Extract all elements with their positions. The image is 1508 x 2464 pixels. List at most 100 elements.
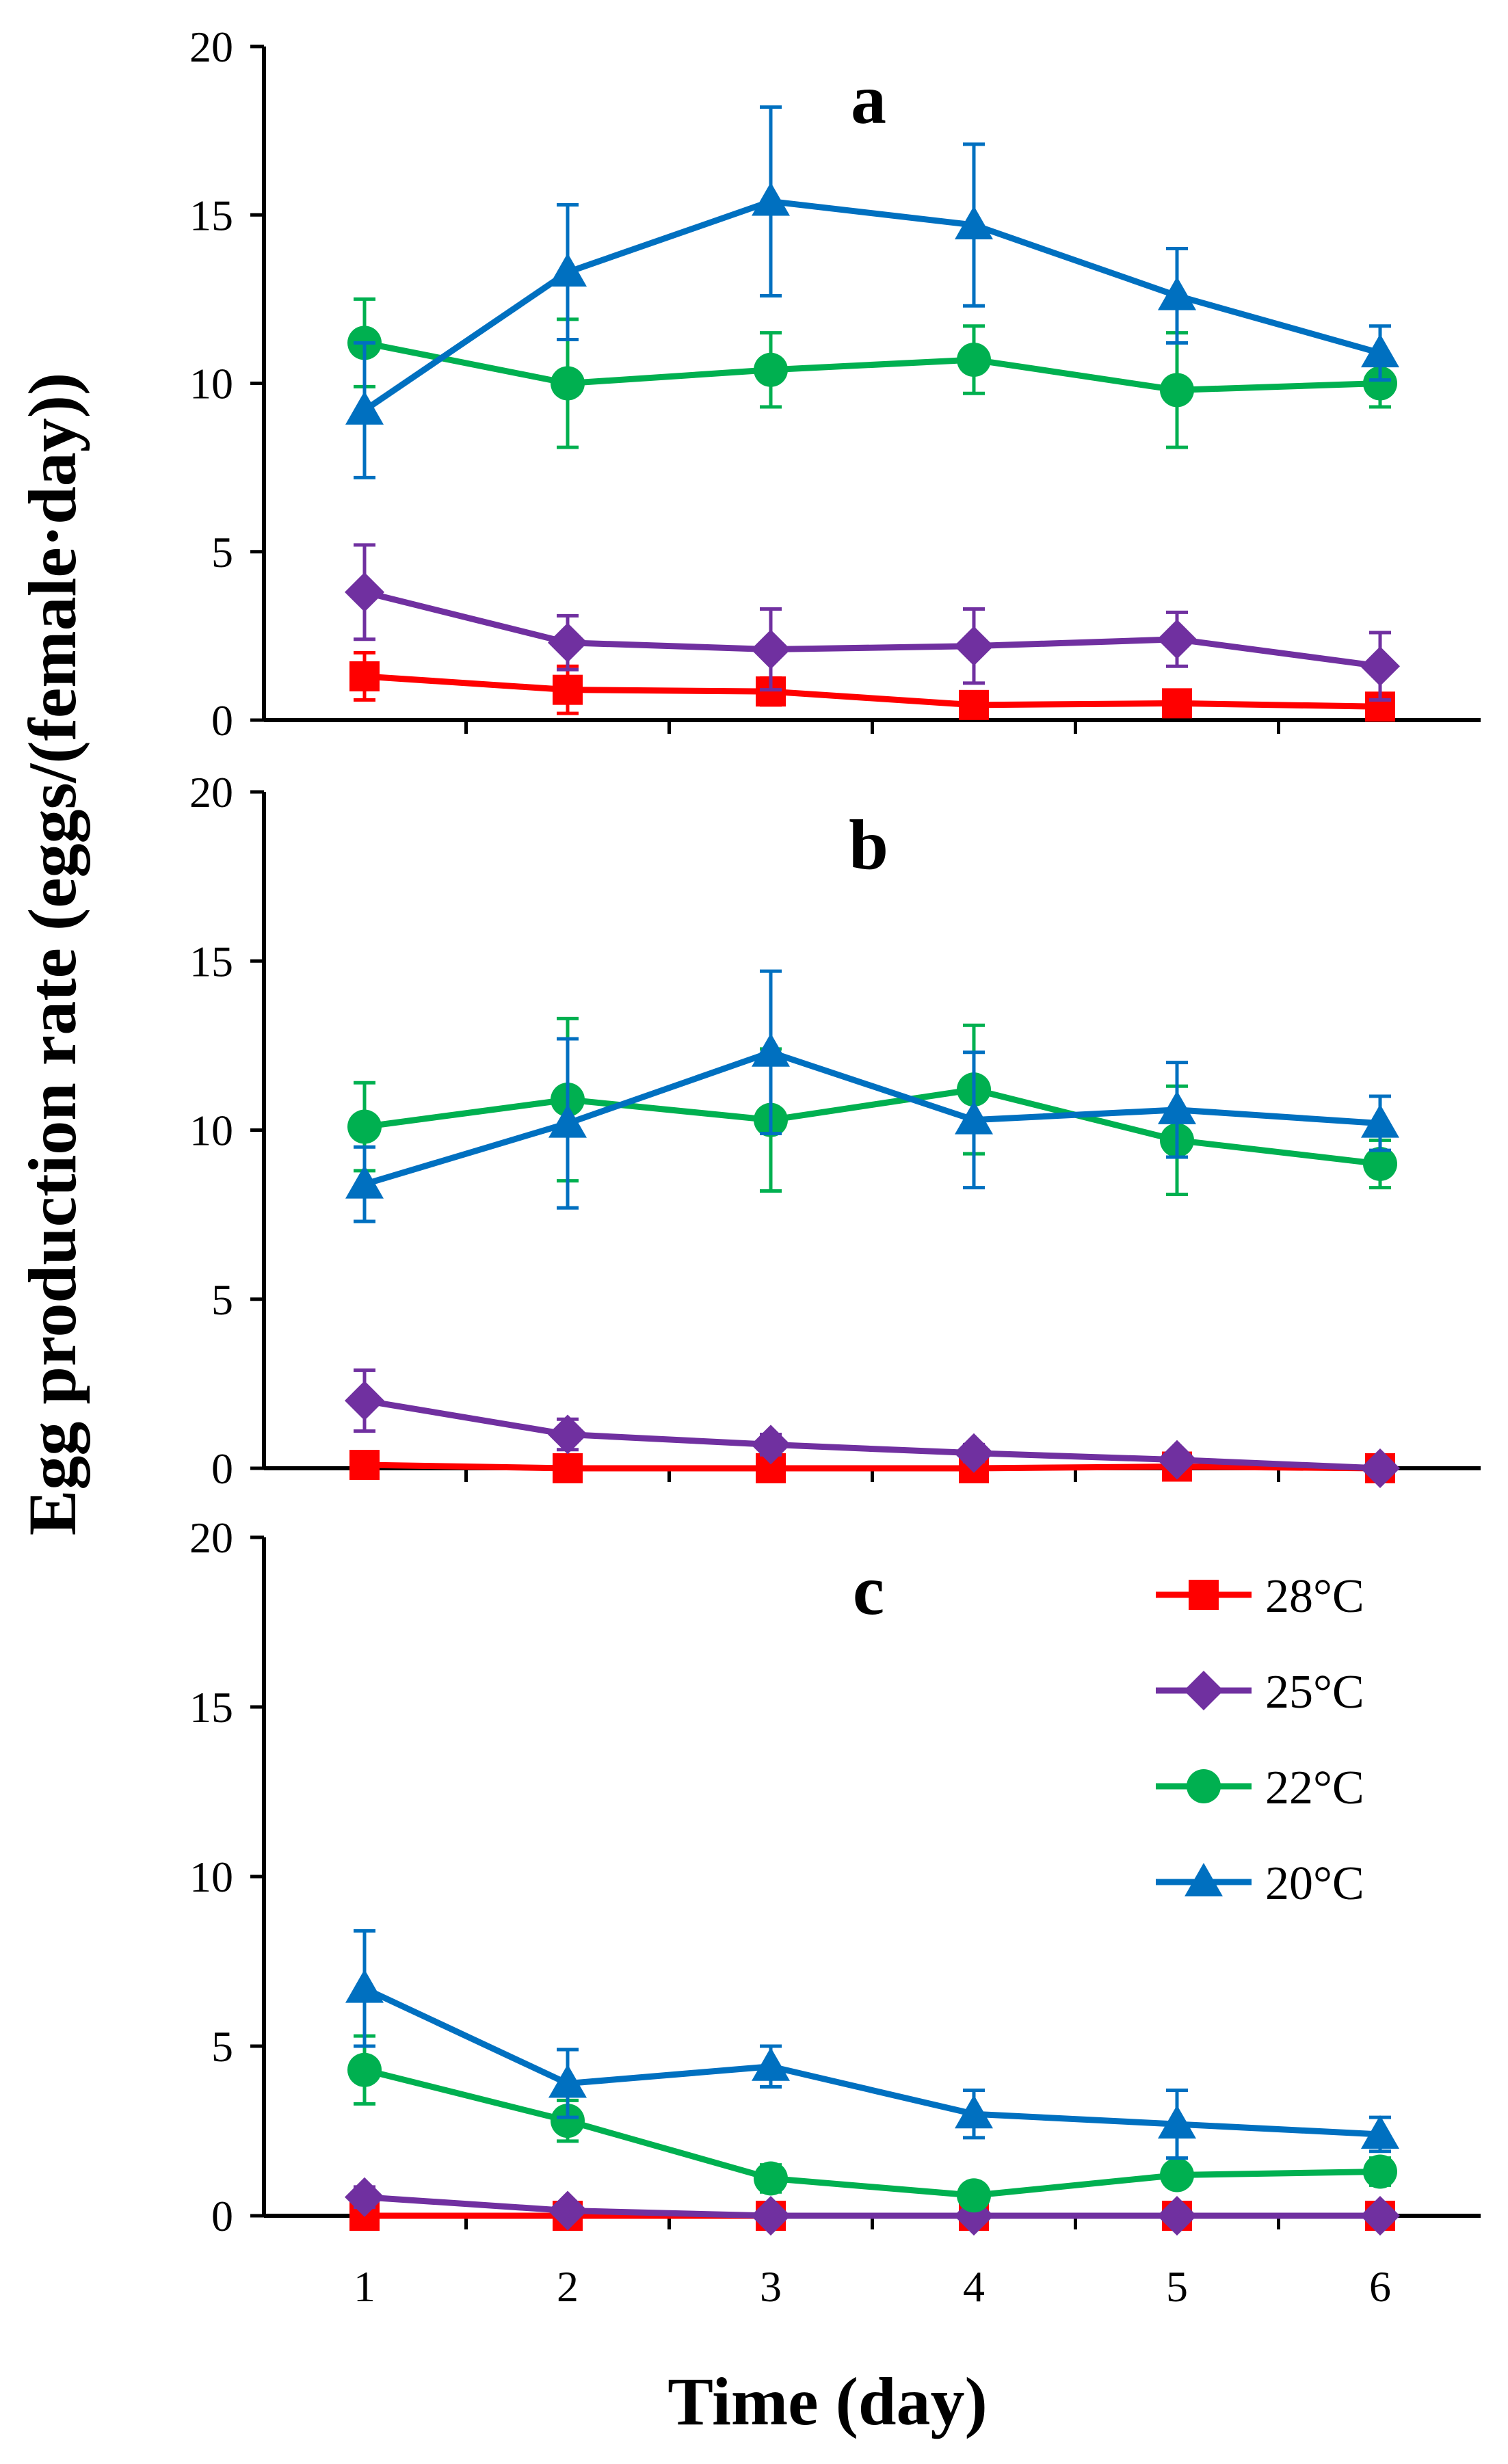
series-line (362, 198, 1381, 413)
y-tick-label: 0 (211, 696, 233, 745)
data-point (1363, 2154, 1397, 2189)
y-tick-label: 0 (211, 1444, 233, 1493)
y-tick-label: 20 (189, 23, 233, 71)
data-point (553, 1453, 583, 1483)
legend-marker (1187, 1769, 1221, 1803)
data-point (345, 390, 384, 425)
data-point (345, 1381, 384, 1421)
series-line (363, 589, 1381, 670)
data-point (1160, 373, 1194, 408)
data-point (751, 2196, 791, 2236)
data-point (1160, 2158, 1194, 2193)
data-point (1157, 1440, 1197, 1480)
data-point (1360, 2196, 1400, 2236)
y-tick-label: 5 (211, 528, 233, 577)
legend-entry: 22°C (1156, 1762, 1364, 1814)
data-point (1363, 1146, 1397, 1181)
y-tick-label: 20 (189, 768, 233, 817)
data-point (551, 2104, 585, 2138)
series-25C (345, 1368, 1400, 1488)
data-point (548, 1414, 587, 1455)
panel-label: a (851, 60, 886, 139)
legend: 28°C 25°C 22°C 20°C (1156, 1570, 1364, 1910)
data-point (349, 1450, 380, 1481)
y-axis-title: Egg production rate (eggs/(female·day)) (14, 373, 90, 1536)
data-point (955, 206, 993, 240)
series-line (364, 673, 1381, 710)
data-point (345, 1969, 384, 2003)
data-point (957, 2178, 991, 2213)
data-point (1158, 1090, 1196, 1124)
data-point (553, 674, 583, 705)
x-tick-label: 3 (760, 2262, 782, 2311)
chart-panels: 0 5 10 15 20 a 0 5 10 15 20 b 0 5 10 15 20 1 2 3 4 5 6 c (189, 23, 1481, 2311)
data-point (955, 1100, 993, 1135)
data-point (1361, 1104, 1399, 1138)
data-point (345, 2177, 384, 2217)
series-line (364, 339, 1381, 393)
legend-entry: 25°C (1156, 1666, 1364, 1719)
x-tick-label: 2 (557, 2262, 579, 2311)
series-line (364, 1397, 1381, 1472)
panel-label: b (849, 806, 888, 884)
data-point (548, 2190, 587, 2231)
x-tick-label: 5 (1166, 2262, 1188, 2311)
y-tick-label: 10 (189, 1853, 233, 1901)
y-tick-label: 20 (189, 1513, 233, 1562)
series-25C (345, 2177, 1400, 2236)
x-axis-title: Time (day) (667, 2363, 988, 2439)
data-point (548, 2064, 587, 2098)
series-line (364, 1461, 1381, 1472)
legend-marker (1189, 1580, 1219, 1610)
series-28C (349, 651, 1395, 722)
data-point (752, 2047, 790, 2081)
panel-b: 0 5 10 15 20 b (189, 768, 1481, 1493)
series-20C (345, 1929, 1399, 2160)
series-22C (347, 2034, 1397, 2213)
x-tick-label: 1 (354, 2262, 375, 2311)
legend-label: 22°C (1265, 1762, 1364, 1814)
data-point (1157, 2196, 1197, 2236)
data-point (954, 1433, 994, 1473)
legend-marker (1185, 1863, 1223, 1896)
data-point (1162, 688, 1192, 719)
data-point (954, 626, 994, 666)
y-tick-label: 15 (189, 191, 233, 239)
y-tick-label: 0 (211, 2192, 233, 2240)
data-point (754, 2161, 788, 2196)
series-22C (347, 297, 1397, 449)
y-tick-label: 15 (189, 1683, 233, 1732)
series-25C (345, 543, 1400, 702)
data-point (752, 182, 790, 216)
data-point (957, 343, 991, 377)
series-line (363, 1985, 1381, 2138)
series-22C (347, 1016, 1397, 1196)
data-point (548, 252, 587, 287)
data-point (1158, 276, 1196, 310)
x-tick-label: 4 (963, 2262, 985, 2311)
data-point (959, 689, 989, 720)
series-line (364, 2194, 1380, 2219)
legend-label: 28°C (1265, 1570, 1364, 1623)
y-tick-label: 10 (189, 1107, 233, 1155)
data-point (751, 1425, 791, 1465)
data-point (347, 2052, 382, 2087)
legend-label: 20°C (1265, 1857, 1364, 1910)
data-point (955, 2095, 993, 2129)
data-point (548, 1104, 587, 1138)
y-tick-label: 5 (211, 2022, 233, 2071)
data-point (1157, 619, 1197, 659)
data-point (752, 1033, 790, 1067)
series-20C (345, 969, 1399, 1223)
data-point (751, 629, 791, 670)
data-point (551, 366, 585, 401)
data-point (548, 622, 587, 663)
y-tick-label: 10 (189, 360, 233, 408)
x-tick-label: 6 (1369, 2262, 1391, 2311)
data-point (754, 352, 788, 387)
data-point (1361, 2115, 1399, 2149)
legend-label: 25°C (1265, 1666, 1364, 1719)
data-point (347, 1109, 382, 1144)
series-line (363, 1049, 1381, 1187)
